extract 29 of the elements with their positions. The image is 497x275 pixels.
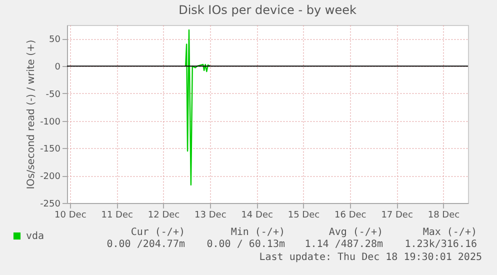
text: Avg (-/+) bbox=[328, 227, 383, 238]
x-tick-label: 13 Dec bbox=[194, 210, 226, 220]
text: 1.14 /487.28m bbox=[304, 239, 383, 250]
y-tick-label: -200 bbox=[40, 172, 61, 182]
x-tick-label: 14 Dec bbox=[241, 210, 273, 220]
text: Last update: Thu Dec 18 19:30:01 2025 bbox=[259, 252, 482, 263]
text: 0.00 /204.77m bbox=[106, 239, 185, 250]
x-tick-label: 11 Dec bbox=[101, 210, 133, 220]
y-tick-label: 0 bbox=[54, 62, 61, 73]
x-tick-label: 15 Dec bbox=[288, 210, 320, 220]
line-series bbox=[185, 29, 210, 186]
x-tick-label: 16 Dec bbox=[334, 210, 366, 220]
y-axis-title: IOs/second read (-) / write (+) bbox=[26, 40, 38, 190]
text: 1.23k/316.16 bbox=[404, 239, 477, 250]
x-tick-label: 10 Dec bbox=[54, 210, 86, 220]
y-tick-label: 50 bbox=[49, 35, 61, 46]
x-tick-label: 18 Dec bbox=[428, 210, 460, 220]
chart-title: Disk IOs per device - by week bbox=[178, 3, 356, 17]
text: 0.00 / 60.13m bbox=[206, 239, 285, 250]
text: Max (-/+) bbox=[422, 227, 477, 238]
x-tick-label: 12 Dec bbox=[148, 210, 180, 220]
y-tick-label: -50 bbox=[46, 90, 61, 100]
legend-label: vda bbox=[26, 231, 44, 242]
y-tick-label: -250 bbox=[40, 200, 61, 210]
text: Min (-/+) bbox=[230, 227, 285, 238]
y-tick-label: -100 bbox=[40, 117, 61, 128]
text: Cur (-/+) bbox=[130, 227, 185, 238]
x-tick-label: 17 Dec bbox=[381, 210, 413, 220]
y-tick-label: -150 bbox=[40, 144, 61, 155]
